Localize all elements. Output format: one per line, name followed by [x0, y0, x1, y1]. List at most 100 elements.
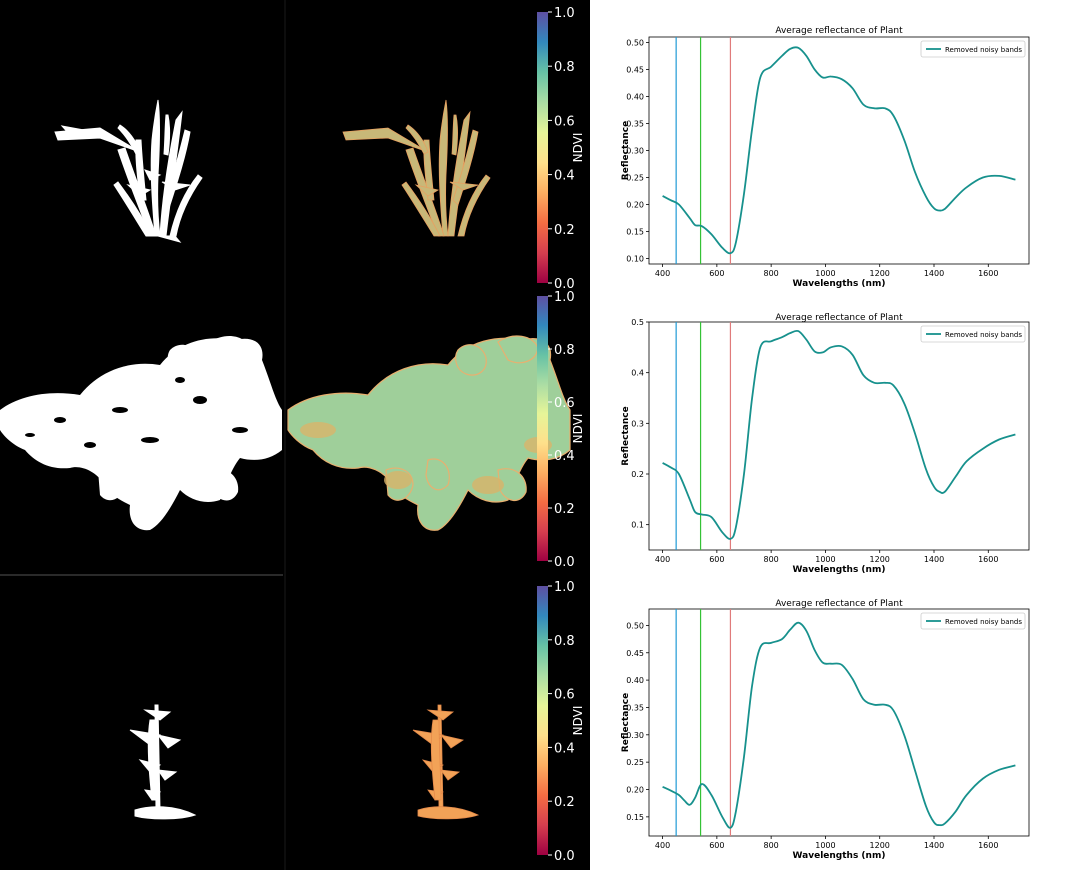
y-tick-label: 0.40 [626, 676, 644, 685]
colorbar-tick-label: 0.2 [554, 502, 575, 517]
colorbar-tick-label: 0.0 [554, 849, 575, 864]
chart-legend: Removed noisy bands [920, 612, 1026, 630]
chart-title: Average reflectance of Plant [775, 599, 903, 609]
colorbar-tick-label: 0.6 [554, 396, 575, 411]
y-tick-label: 0.5 [631, 318, 644, 327]
y-tick-label: 0.35 [626, 703, 644, 712]
reflectance-chart-3: Average reflectance of Plant 400 600 800 100… [621, 599, 1030, 861]
y-axis-label: Reflectance [621, 121, 631, 180]
legend-box [920, 325, 1026, 343]
colorbar-tick-label: 0.8 [554, 343, 575, 358]
x-axis-label: Wavelengths (nm) [793, 851, 886, 861]
x-tick-label: 600 [709, 269, 724, 278]
y-tick-label: 0.4 [631, 369, 644, 378]
legend-label: Removed noisy bands [945, 46, 1022, 54]
colorbar-tick-label: 0.8 [554, 60, 575, 75]
chart-title: Average reflectance of Plant [775, 313, 903, 323]
colorbar-tick-label: 0.0 [554, 277, 575, 292]
ndvi-colorbar-2: 0.0 0.2 0.4 0.6 0.8 1.0 NDVI [537, 290, 585, 570]
reflectance-series-line [662, 329, 1016, 540]
chart-legend: Removed noisy bands [920, 40, 1026, 58]
x-tick-label: 600 [709, 841, 724, 850]
x-tick-label: 800 [764, 269, 779, 278]
y-tick-label: 0.30 [626, 731, 644, 740]
plant-mask-row3 [129, 704, 197, 820]
colorbar-tick-label: 0.2 [554, 795, 575, 810]
colorbar-tick-label: 0.4 [554, 169, 575, 184]
x-tick-label: 1400 [924, 841, 944, 850]
x-tick-label: 400 [655, 269, 670, 278]
legend-label: Removed noisy bands [945, 618, 1022, 626]
colorbar-tick-label: 0.8 [554, 634, 575, 649]
ndvi-plant-row2 [287, 335, 571, 531]
colorbar-label: NDVI [571, 133, 585, 163]
x-axis-label: Wavelengths (nm) [793, 565, 886, 575]
y-tick-label: 0.25 [626, 174, 644, 183]
chart-legend: Removed noisy bands [920, 325, 1026, 343]
x-tick-label: 800 [764, 555, 779, 564]
y-tick-label: 0.10 [626, 255, 644, 264]
reflectance-charts: Average reflectance of Plant 400 600 800 100… [621, 26, 1030, 861]
y-tick-label: 0.2 [631, 470, 644, 479]
colorbar-gradient [537, 296, 548, 561]
ndvi-colorbars: 0.0 0.2 0.4 0.6 0.8 1.0 NDVI 0.0 0.2 0.4 0.6 0.8 1.0… [537, 6, 585, 864]
colorbar-tick-label: 1.0 [554, 580, 575, 595]
y-tick-label: 0.25 [626, 758, 644, 767]
y-tick-label: 0.35 [626, 119, 644, 128]
x-tick-label: 600 [709, 555, 724, 564]
x-tick-label: 1200 [870, 269, 890, 278]
reflectance-chart-2: Average reflectance of Plant 400 600 800 100… [621, 313, 1030, 575]
legend-box [920, 612, 1026, 630]
y-tick-label: 0.20 [626, 201, 644, 210]
x-tick-label: 1400 [924, 555, 944, 564]
colorbar-tick-label: 0.4 [554, 449, 575, 464]
legend-box [920, 40, 1026, 58]
colorbar-label: NDVI [571, 414, 585, 444]
reflectance-series-line [662, 621, 1016, 829]
y-tick-label: 0.30 [626, 147, 644, 156]
ndvi-colorbar-1: 0.0 0.2 0.4 0.6 0.8 1.0 NDVI [537, 6, 585, 292]
x-axis-label: Wavelengths (nm) [793, 279, 886, 289]
reflectance-series-line [662, 46, 1016, 255]
chart-title: Average reflectance of Plant [775, 26, 903, 36]
x-tick-label: 1000 [815, 555, 835, 564]
colorbar-tick-label: 0.6 [554, 688, 575, 703]
y-tick-label: 0.1 [631, 521, 644, 530]
y-tick-label: 0.45 [626, 649, 644, 658]
y-tick-label: 0.15 [626, 813, 644, 822]
x-tick-label: 1200 [870, 555, 890, 564]
x-tick-label: 1600 [978, 269, 998, 278]
x-tick-label: 1000 [815, 269, 835, 278]
x-tick-label: 1400 [924, 269, 944, 278]
ndvi-plant-row3 [412, 704, 480, 820]
reflectance-chart-1: Average reflectance of Plant 400 600 800 100… [621, 26, 1030, 289]
x-tick-label: 1200 [870, 841, 890, 850]
x-tick-label: 800 [764, 841, 779, 850]
x-tick-label: 1600 [978, 555, 998, 564]
y-axis-label: Reflectance [621, 693, 631, 752]
colorbar-tick-label: 0.0 [554, 555, 575, 570]
colorbar-gradient [537, 586, 548, 855]
y-axis-label: Reflectance [621, 406, 631, 465]
y-tick-label: 0.50 [626, 621, 644, 630]
plant-mask-row2 [0, 336, 282, 531]
colorbar-tick-label: 1.0 [554, 290, 575, 305]
ndvi-colorbar-3: 0.0 0.2 0.4 0.6 0.8 1.0 NDVI [537, 580, 585, 864]
colorbar-gradient [537, 12, 548, 283]
x-tick-label: 1000 [815, 841, 835, 850]
y-tick-label: 0.20 [626, 786, 644, 795]
x-tick-label: 1600 [978, 841, 998, 850]
plant-mask-row1 [54, 99, 203, 243]
plot-area [648, 608, 1030, 837]
colorbar-tick-label: 0.4 [554, 741, 575, 756]
y-tick-label: 0.45 [626, 65, 644, 74]
y-tick-label: 0.3 [631, 419, 644, 428]
y-tick-label: 0.50 [626, 38, 644, 47]
colorbar-tick-label: 0.2 [554, 223, 575, 238]
plot-area [648, 321, 1030, 551]
plot-area [648, 36, 1030, 265]
y-tick-label: 0.15 [626, 228, 644, 237]
x-tick-label: 400 [655, 555, 670, 564]
ndvi-plant-row1 [342, 99, 491, 237]
